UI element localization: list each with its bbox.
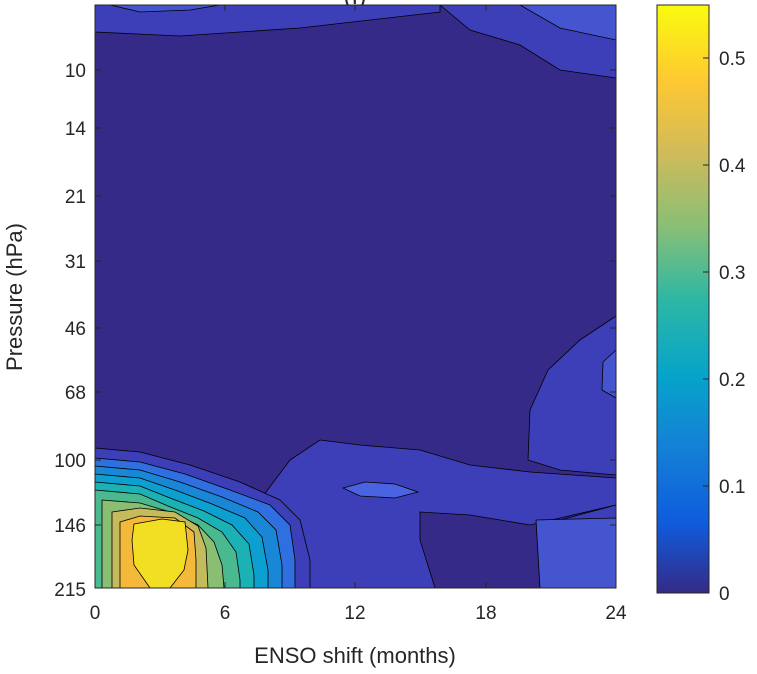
plot-area [95,5,616,588]
x-tick-label: 6 [220,603,231,624]
x-tick: 6 [220,5,231,624]
x-tick-label: 0 [90,603,101,624]
x-tick: 24 [605,582,627,624]
contour-right-small [601,349,616,399]
contour-top-left [95,5,616,79]
y-tick-label: 68 [65,383,86,404]
x-axis: 0 6 12 18 24 [90,5,627,624]
contour-right-bottom-box [535,517,616,588]
colorbar-tick: 0.2 [703,370,745,391]
colorbar-tick: 0.3 [703,263,745,284]
colorbar-tick-label: 0.1 [719,477,745,498]
x-tick: 18 [475,5,497,624]
y-tick: 68 [65,383,616,404]
y-tick: 14 [65,119,616,140]
x-tick-label: 18 [475,603,496,624]
colorbar: 0 0.1 0.2 0.3 0.4 0.5 [656,4,746,605]
colorbar-tick-label: 0 [719,584,730,605]
y-tick-label: 10 [65,61,86,82]
y-tick: 46 [65,319,616,340]
contour-top-left-edge [95,5,441,37]
y-tick-label: 215 [54,580,86,601]
y-tick-label: 100 [54,451,86,472]
x-tick: 12 [344,5,366,624]
y-axis: 10 14 21 31 46 68 100 146 [54,61,616,601]
y-tick: 21 [65,187,616,208]
x-axis-label: ENSO shift (months) [254,643,456,668]
y-tick-label: 46 [65,319,86,340]
y-axis-label: Pressure (hPa) [2,223,27,371]
y-tick-label: 21 [65,187,86,208]
colorbar-gradient [656,4,710,594]
colorbar-tick: 0.1 [703,477,745,498]
y-tick: 215 [54,580,616,601]
contour-level-10 [131,518,189,588]
y-tick-label: 146 [54,516,86,537]
y-tick: 146 [54,516,616,537]
colorbar-tick-label: 0.3 [719,263,745,284]
y-tick-label: 14 [65,119,87,140]
colorbar-tick-label: 0.2 [719,370,745,391]
contour-top-left-inner [109,5,221,13]
contour-top-right-inner [519,5,616,41]
y-tick: 31 [65,252,616,273]
colorbar-tick: 0 [703,584,730,605]
y-tick: 10 [65,61,616,82]
x-tick-label: 24 [605,603,627,624]
x-tick-label: 12 [344,603,365,624]
colorbar-tick: 0.4 [703,156,746,177]
colorbar-tick: 0.5 [703,49,745,70]
y-tick-label: 31 [65,252,86,273]
contour-mid-blob [341,481,420,499]
colorbar-tick-label: 0.5 [719,49,745,70]
colorbar-tick-label: 0.4 [719,156,746,177]
y-tick: 100 [54,451,616,472]
x-tick: 0 [90,582,101,624]
